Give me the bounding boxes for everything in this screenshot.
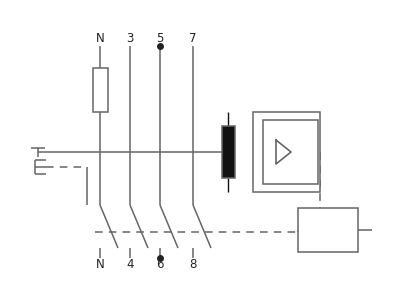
Text: 7: 7	[189, 32, 197, 44]
Text: 3: 3	[126, 32, 134, 44]
Text: 4: 4	[126, 259, 134, 272]
Bar	[263, 120, 318, 184]
Text: N: N	[96, 259, 104, 272]
Bar	[222, 126, 234, 178]
Text: 6: 6	[156, 259, 164, 272]
Text: 8: 8	[189, 259, 197, 272]
Bar	[92, 68, 108, 112]
Text: 5: 5	[156, 32, 164, 44]
Bar	[298, 208, 358, 252]
Bar	[253, 112, 320, 192]
Text: N: N	[96, 32, 104, 44]
